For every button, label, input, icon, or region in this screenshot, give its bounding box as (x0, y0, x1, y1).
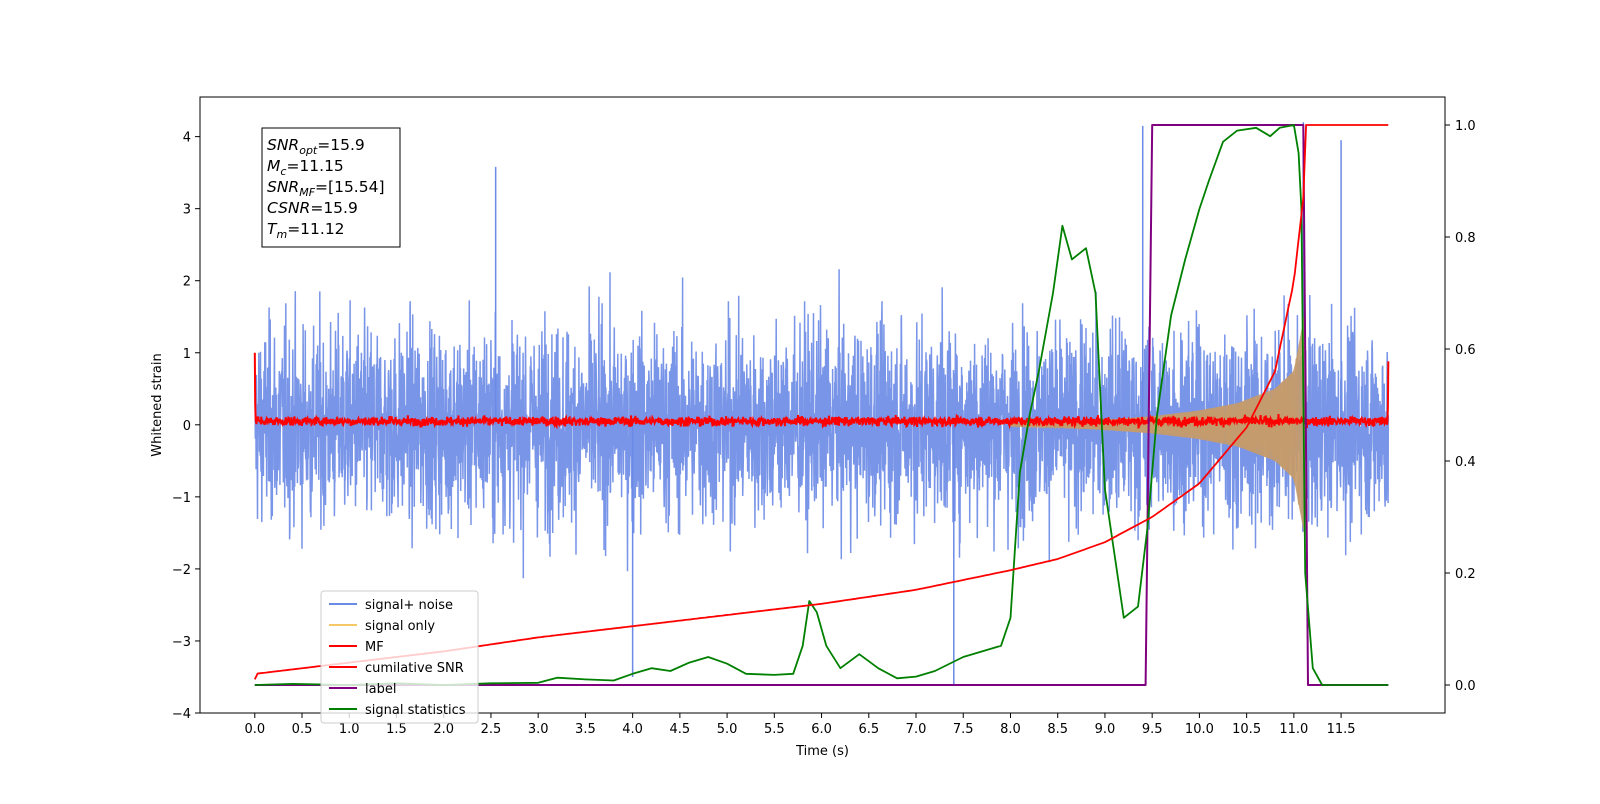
x-tick-label: 9.5 (1142, 722, 1163, 737)
y2-tick-label: 0.6 (1455, 343, 1476, 358)
info-line: CSNR=15.9 (267, 199, 358, 217)
legend-label: MF (365, 640, 384, 655)
legend-label: signal statistics (365, 703, 466, 718)
y-tick-label: −1 (172, 491, 191, 506)
y-tick-label: 2 (183, 275, 191, 290)
legend: signal+ noise signal only MF cumilative SNR… (320, 590, 479, 724)
x-tick-label: 11.0 (1279, 722, 1308, 737)
x-tick-label: 8.5 (1047, 722, 1068, 737)
legend-label: signal only (365, 619, 435, 634)
y2-tick-label: 0.2 (1455, 567, 1476, 582)
info-value: =11.15 (286, 157, 343, 175)
info-box: SNRopt=15.9Mc=11.15SNRMF=[15.54]CSNR=15.… (261, 127, 401, 248)
info-subscript: m (276, 228, 287, 241)
info-line: SNRopt=15.9 (267, 136, 365, 157)
x-tick-label: 6.0 (811, 722, 832, 737)
x-tick-label: 0.5 (292, 722, 313, 737)
x-tick-label: 4.0 (622, 722, 643, 737)
y-tick-label: −3 (172, 635, 191, 650)
legend-frame (320, 590, 479, 724)
signal-statistics-line (254, 124, 1389, 686)
x-tick-label: 3.0 (528, 722, 549, 737)
x-tick-label: 0.0 (244, 722, 265, 737)
legend-label: label (365, 682, 396, 697)
info-subscript: c (280, 165, 286, 178)
x-tick-label: 4.5 (670, 722, 691, 737)
y-tick-label: 3 (183, 203, 191, 218)
x-tick-label: 8.0 (1000, 722, 1021, 737)
info-line: Mc=11.15 (267, 157, 344, 178)
y-tick-label: −4 (172, 707, 191, 722)
info-subscript: opt (299, 144, 318, 157)
legend-label: signal+ noise (365, 598, 453, 613)
x-tick-label: 3.5 (575, 722, 596, 737)
y2-tick-label: 0.4 (1455, 455, 1476, 470)
x-tick-label: 7.0 (906, 722, 927, 737)
info-symbol: T (267, 220, 278, 238)
x-tick-label: 1.0 (339, 722, 360, 737)
x-tick-label: 2.5 (481, 722, 502, 737)
x-tick-label: 2.0 (433, 722, 454, 737)
plot-layer (253, 122, 1390, 686)
info-subscript: MF (299, 186, 315, 199)
info-line: Tm=11.12 (267, 220, 345, 241)
x-tick-label: 10.0 (1185, 722, 1214, 737)
x-tick-label: 11.5 (1327, 722, 1356, 737)
legend-label: cumilative SNR (365, 661, 464, 676)
info-box-frame (261, 127, 401, 248)
mf-line (253, 352, 1390, 430)
y2-tick-label: 0.8 (1455, 231, 1476, 246)
x-tick-label: 6.5 (858, 722, 879, 737)
x-tick-label: 10.5 (1232, 722, 1261, 737)
info-value: =15.9 (317, 136, 365, 154)
x-tick-label: 5.5 (764, 722, 785, 737)
y2-tick-label: 0.0 (1455, 679, 1476, 694)
x-tick-label: 5.0 (717, 722, 738, 737)
info-line: SNRMF=[15.54] (267, 178, 385, 199)
y-axis-label: Whitened strain (150, 353, 165, 456)
info-value: =11.12 (287, 220, 344, 238)
info-symbol: M (267, 157, 280, 175)
y-tick-label: 4 (183, 131, 191, 146)
x-tick-label: 1.5 (386, 722, 407, 737)
x-tick-label: 9.0 (1095, 722, 1116, 737)
info-symbol: SNR (267, 178, 299, 196)
info-symbol: CSNR (267, 199, 310, 217)
info-value: =[15.54] (315, 178, 384, 196)
y2-tick-label: 1.0 (1455, 119, 1476, 134)
y-tick-label: 1 (183, 347, 191, 362)
y-tick-label: −2 (172, 563, 191, 578)
info-value: =15.9 (310, 199, 358, 217)
x-axis-label: Time (s) (795, 744, 849, 759)
y-tick-label: 0 (183, 419, 191, 434)
x-tick-label: 7.5 (953, 722, 974, 737)
info-symbol: SNR (267, 136, 299, 154)
plot-frame (199, 96, 1446, 714)
